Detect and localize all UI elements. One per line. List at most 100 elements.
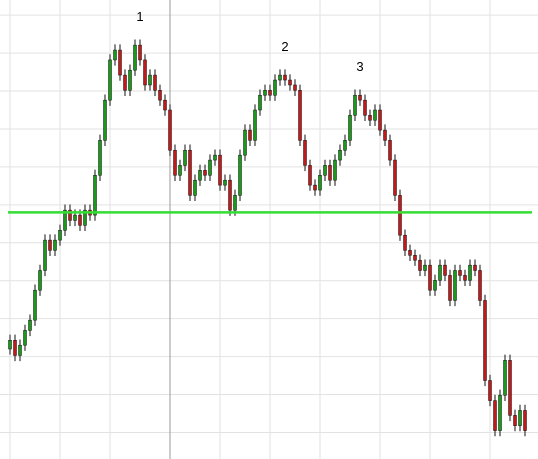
candle-body bbox=[333, 159, 337, 181]
candle-body bbox=[13, 340, 17, 356]
candle-body bbox=[388, 140, 392, 161]
candle-body bbox=[278, 74, 282, 81]
candle-body bbox=[73, 214, 77, 221]
candle-body bbox=[18, 344, 22, 356]
candle-body bbox=[518, 410, 522, 426]
candle-body bbox=[383, 129, 387, 141]
candle-body bbox=[263, 90, 267, 96]
candle-body bbox=[163, 99, 167, 111]
candle-body bbox=[368, 115, 372, 121]
candle-body bbox=[178, 165, 182, 176]
candle-body bbox=[33, 289, 37, 321]
candle-body bbox=[438, 264, 442, 281]
candle-body bbox=[258, 94, 262, 111]
candle-body bbox=[473, 264, 477, 271]
candle-body bbox=[493, 400, 497, 431]
candle-body bbox=[328, 165, 332, 181]
annotation: 2 bbox=[281, 39, 288, 54]
candle-body bbox=[123, 74, 127, 91]
candle-body bbox=[513, 415, 517, 426]
candle-body bbox=[478, 270, 482, 301]
candle-body bbox=[153, 74, 157, 91]
candle-body bbox=[103, 99, 107, 141]
candle-body bbox=[313, 184, 317, 191]
candle-body bbox=[498, 395, 502, 431]
candle-body bbox=[23, 330, 27, 346]
candle-body bbox=[128, 69, 132, 91]
candle-body bbox=[58, 230, 62, 241]
candle-body bbox=[208, 159, 212, 176]
candle-body bbox=[148, 74, 152, 86]
candle-body bbox=[143, 59, 147, 86]
candle-body bbox=[268, 90, 272, 96]
candle-body bbox=[98, 140, 102, 176]
candle-body bbox=[43, 239, 47, 271]
candle-body bbox=[323, 165, 327, 176]
candle-body bbox=[358, 94, 362, 101]
candle-body bbox=[213, 154, 217, 161]
candle-body bbox=[93, 175, 97, 216]
candle-body bbox=[418, 259, 422, 271]
candle-body bbox=[223, 179, 227, 186]
candle-body bbox=[188, 149, 192, 196]
candle-body bbox=[433, 280, 437, 291]
candle-body bbox=[118, 49, 122, 76]
candle-body bbox=[218, 154, 222, 186]
candle-body bbox=[168, 109, 172, 151]
candle-body bbox=[133, 44, 137, 71]
annotation: 3 bbox=[356, 59, 363, 74]
candle-body bbox=[353, 94, 357, 116]
candle-body bbox=[448, 275, 452, 301]
candle-body bbox=[393, 159, 397, 196]
candle-body bbox=[453, 270, 457, 301]
candle-body bbox=[378, 109, 382, 131]
candle-body bbox=[423, 264, 427, 271]
candle-body bbox=[48, 239, 52, 251]
candle-body bbox=[273, 79, 277, 96]
candle-body bbox=[298, 90, 302, 141]
candle-body bbox=[38, 270, 42, 291]
candle-body bbox=[488, 380, 492, 401]
candle-body bbox=[238, 154, 242, 196]
candle-body bbox=[468, 264, 472, 281]
candle-body bbox=[503, 360, 507, 396]
candle-body bbox=[113, 49, 117, 61]
candle-body bbox=[253, 109, 257, 141]
candle-body bbox=[193, 179, 197, 196]
candle-body bbox=[303, 140, 307, 166]
candle-body bbox=[158, 90, 162, 101]
candle-body bbox=[138, 44, 142, 61]
candle-body bbox=[78, 214, 82, 226]
candle-body bbox=[458, 270, 462, 276]
candle-body bbox=[413, 255, 417, 261]
candle-body bbox=[283, 74, 287, 81]
candle-body bbox=[293, 84, 297, 91]
candle-body bbox=[288, 79, 292, 86]
candle-body bbox=[228, 179, 232, 211]
candle-body bbox=[428, 264, 432, 291]
candle-body bbox=[63, 209, 67, 231]
candle-body bbox=[83, 209, 87, 226]
candle-body bbox=[343, 140, 347, 151]
annotation: 1 bbox=[136, 9, 143, 24]
candle-body bbox=[508, 360, 512, 416]
candle-body bbox=[408, 250, 412, 256]
candle-body bbox=[318, 175, 322, 191]
candle-body bbox=[338, 149, 342, 161]
candle-body bbox=[233, 195, 237, 211]
candle-body bbox=[463, 275, 467, 281]
candle-body bbox=[173, 149, 177, 176]
candle-body bbox=[373, 109, 377, 121]
candle-body bbox=[68, 209, 72, 221]
candle-body bbox=[348, 115, 352, 141]
candle-body bbox=[8, 340, 12, 350]
candle-body bbox=[483, 300, 487, 381]
candle-body bbox=[398, 195, 402, 236]
candle-body bbox=[523, 410, 527, 431]
candle-body bbox=[443, 264, 447, 276]
candle-body bbox=[363, 99, 367, 116]
candle-body bbox=[198, 170, 202, 181]
candle-body bbox=[108, 59, 112, 101]
candle-body bbox=[28, 319, 32, 331]
